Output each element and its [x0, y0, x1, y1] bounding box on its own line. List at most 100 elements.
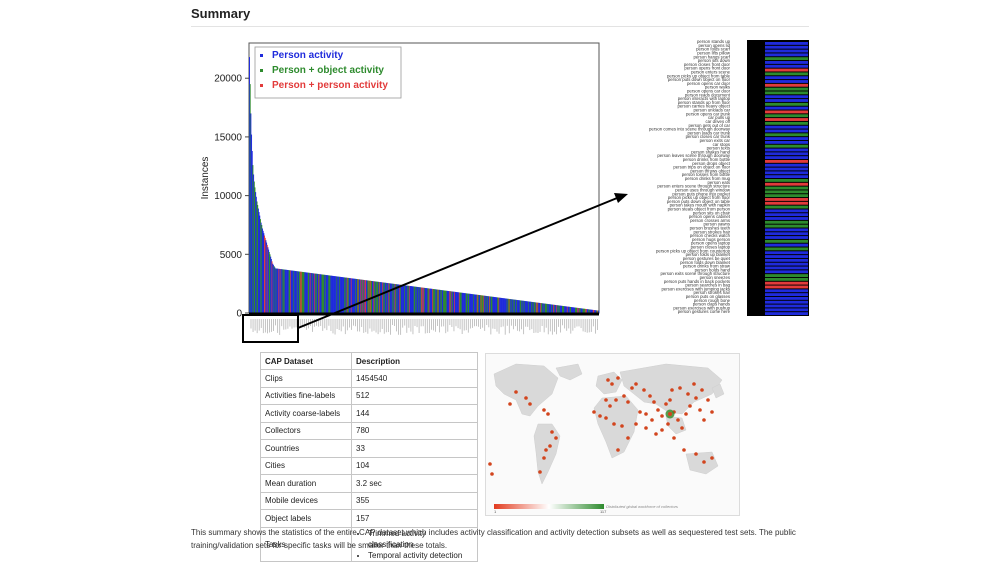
chart-bar [347, 277, 349, 313]
chart-bar [588, 309, 590, 313]
chart-bar [466, 293, 468, 313]
activity-label: person stands up from floor [678, 100, 731, 105]
chart-bar [501, 297, 503, 313]
chart-bar [495, 297, 497, 313]
chart-bar [453, 291, 455, 313]
chart-bar [449, 291, 451, 313]
chart-bar [309, 272, 311, 313]
activity-label: person comes into scene through doorway [649, 127, 731, 132]
chart-bar [333, 275, 335, 313]
chart-bar [307, 272, 309, 313]
chart-bar [249, 84, 251, 313]
chart-bar [587, 309, 589, 313]
chart-bar [318, 274, 320, 313]
chart-bar [472, 294, 474, 313]
zoom-bar [765, 171, 808, 175]
zoom-bar [765, 239, 808, 243]
zoom-bar [765, 179, 808, 182]
chart-bar [525, 301, 527, 313]
zoom-bar [765, 72, 808, 76]
chart-bar [270, 259, 272, 313]
activity-label: person hugs person [692, 237, 731, 242]
zoom-bar [765, 87, 808, 91]
zoom-bar [765, 281, 808, 285]
chart-bar [486, 296, 488, 313]
chart-bar [357, 279, 359, 313]
collector-dot [610, 382, 614, 386]
chart-bar [490, 296, 492, 313]
chart-bar [344, 277, 345, 313]
collector-dot [630, 386, 634, 390]
collector-dot [626, 400, 630, 404]
collector-dot [660, 428, 664, 432]
chart-bar [418, 287, 420, 313]
chart-bar [381, 282, 383, 313]
chart-bar [573, 307, 574, 313]
map-landmass [711, 383, 725, 399]
chart-bar [352, 278, 354, 313]
collector-dot [656, 408, 660, 412]
chart-bar [395, 284, 397, 313]
chart-bar [350, 278, 352, 313]
chart-bar [306, 272, 308, 313]
chart-bar [454, 291, 456, 313]
chart-bar [291, 270, 293, 313]
chart-bar [261, 224, 263, 313]
chart-bar [575, 307, 577, 313]
zoom-bar [765, 121, 808, 125]
chart-bar [376, 281, 378, 313]
table-header-dataset: CAP Dataset [260, 352, 352, 370]
chart-bar [568, 306, 570, 313]
activity-label: person opens laptop [691, 241, 731, 246]
chart-bar [359, 279, 361, 313]
chart-bar [511, 299, 513, 313]
chart-bar [264, 235, 266, 313]
chart-bar [581, 308, 583, 313]
activity-label: person carries heavy object [677, 104, 730, 109]
chart-bar [441, 290, 443, 313]
activity-label: person lifts pillow [697, 50, 731, 55]
activity-label: person drinks from straw [683, 264, 731, 269]
zoom-bar [765, 99, 808, 102]
chart-bar [508, 298, 510, 313]
table-header-row: CAP Dataset Description [260, 352, 478, 370]
chart-bar [445, 290, 447, 313]
collector-dot [616, 448, 620, 452]
chart-bar [563, 306, 565, 313]
chart-bar [288, 270, 290, 313]
chart-bar [300, 271, 302, 313]
activity-label: person loads car trunk [687, 130, 730, 135]
chart-bar [448, 291, 450, 313]
chart-bar [308, 272, 310, 313]
chart-bar [357, 279, 358, 313]
chart-bar [519, 300, 521, 313]
chart-bar [311, 273, 313, 313]
chart-bar [391, 283, 393, 313]
activity-label: person sits down [698, 58, 731, 63]
chart-bar [407, 285, 409, 313]
chart-bar [322, 274, 324, 313]
collector-dot [626, 436, 630, 440]
chart-bar [298, 271, 300, 313]
chart-bar [422, 287, 424, 313]
chart-bar [574, 307, 576, 313]
chart-bar [493, 296, 495, 313]
chart-bar [265, 240, 267, 313]
map-caption: Distributed global workforce of collecto… [606, 504, 678, 509]
row-value: 144 [351, 404, 478, 423]
chart-bar [475, 294, 477, 313]
chart-bar [258, 212, 260, 313]
activity-label: person opens cabinet [689, 214, 731, 219]
collector-dot [682, 448, 686, 452]
chart-bar [438, 289, 440, 313]
chart-bar [554, 304, 556, 313]
collector-dot [710, 410, 714, 414]
collector-dot [514, 390, 518, 394]
legend-marker [260, 69, 263, 72]
chart-bar [439, 289, 441, 313]
y-axis-label: Instances [200, 157, 211, 200]
chart-bar [292, 270, 294, 313]
chart-bar [331, 275, 333, 313]
collector-dot [676, 418, 680, 422]
row-value: 355 [351, 491, 478, 510]
